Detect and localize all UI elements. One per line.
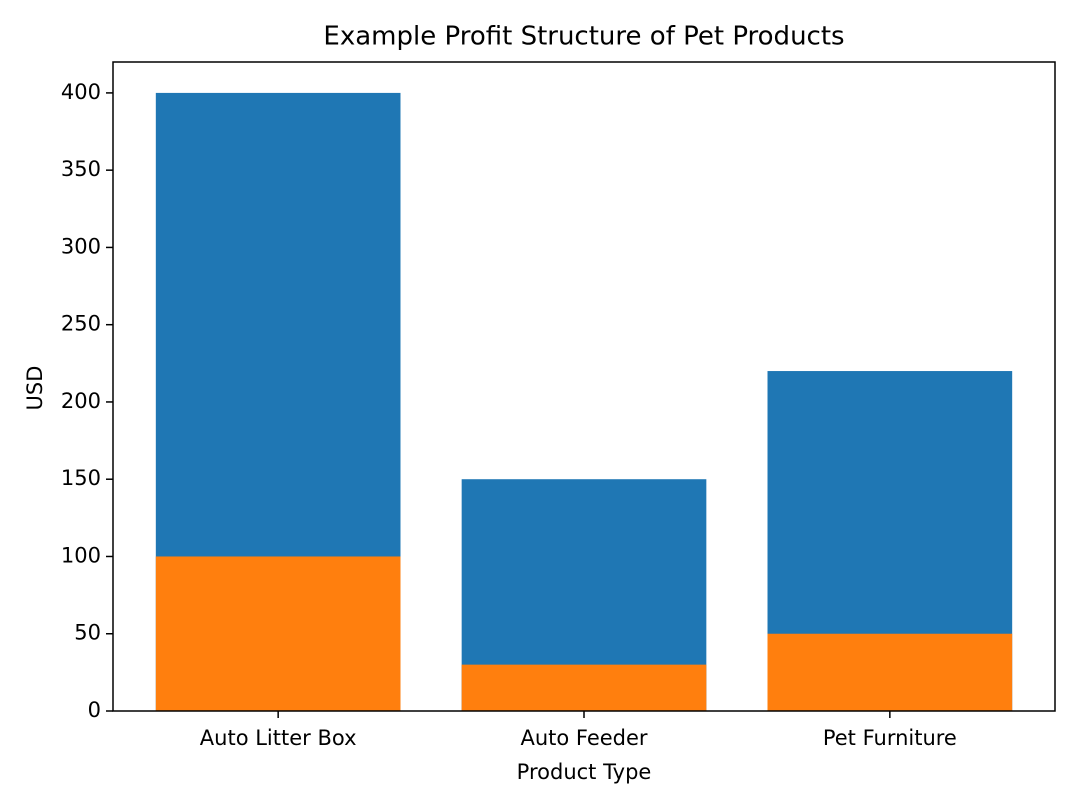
y-tick-label: 350 [61, 157, 101, 181]
y-tick-label: 400 [61, 80, 101, 104]
plot-frame [112, 61, 1056, 712]
x-tick-label: Pet Furniture [823, 726, 957, 750]
y-tick-label: 150 [61, 466, 101, 490]
y-tick-label: 50 [74, 621, 101, 645]
x-axis-label: Product Type [517, 760, 652, 784]
y-tick-label: 0 [88, 698, 101, 722]
y-axis-label: USD [23, 366, 47, 411]
bar [767, 633, 1013, 711]
x-tick-label: Auto Feeder [520, 726, 647, 750]
y-tick-label: 250 [61, 312, 101, 336]
chart-title: Example Profit Structure of Pet Products [323, 22, 844, 52]
bar [155, 556, 401, 711]
y-tick-label: 100 [61, 543, 101, 567]
y-tick-label: 300 [61, 234, 101, 258]
bar [461, 664, 707, 711]
y-tick-label: 200 [61, 389, 101, 413]
x-tick-label: Auto Litter Box [200, 726, 357, 750]
